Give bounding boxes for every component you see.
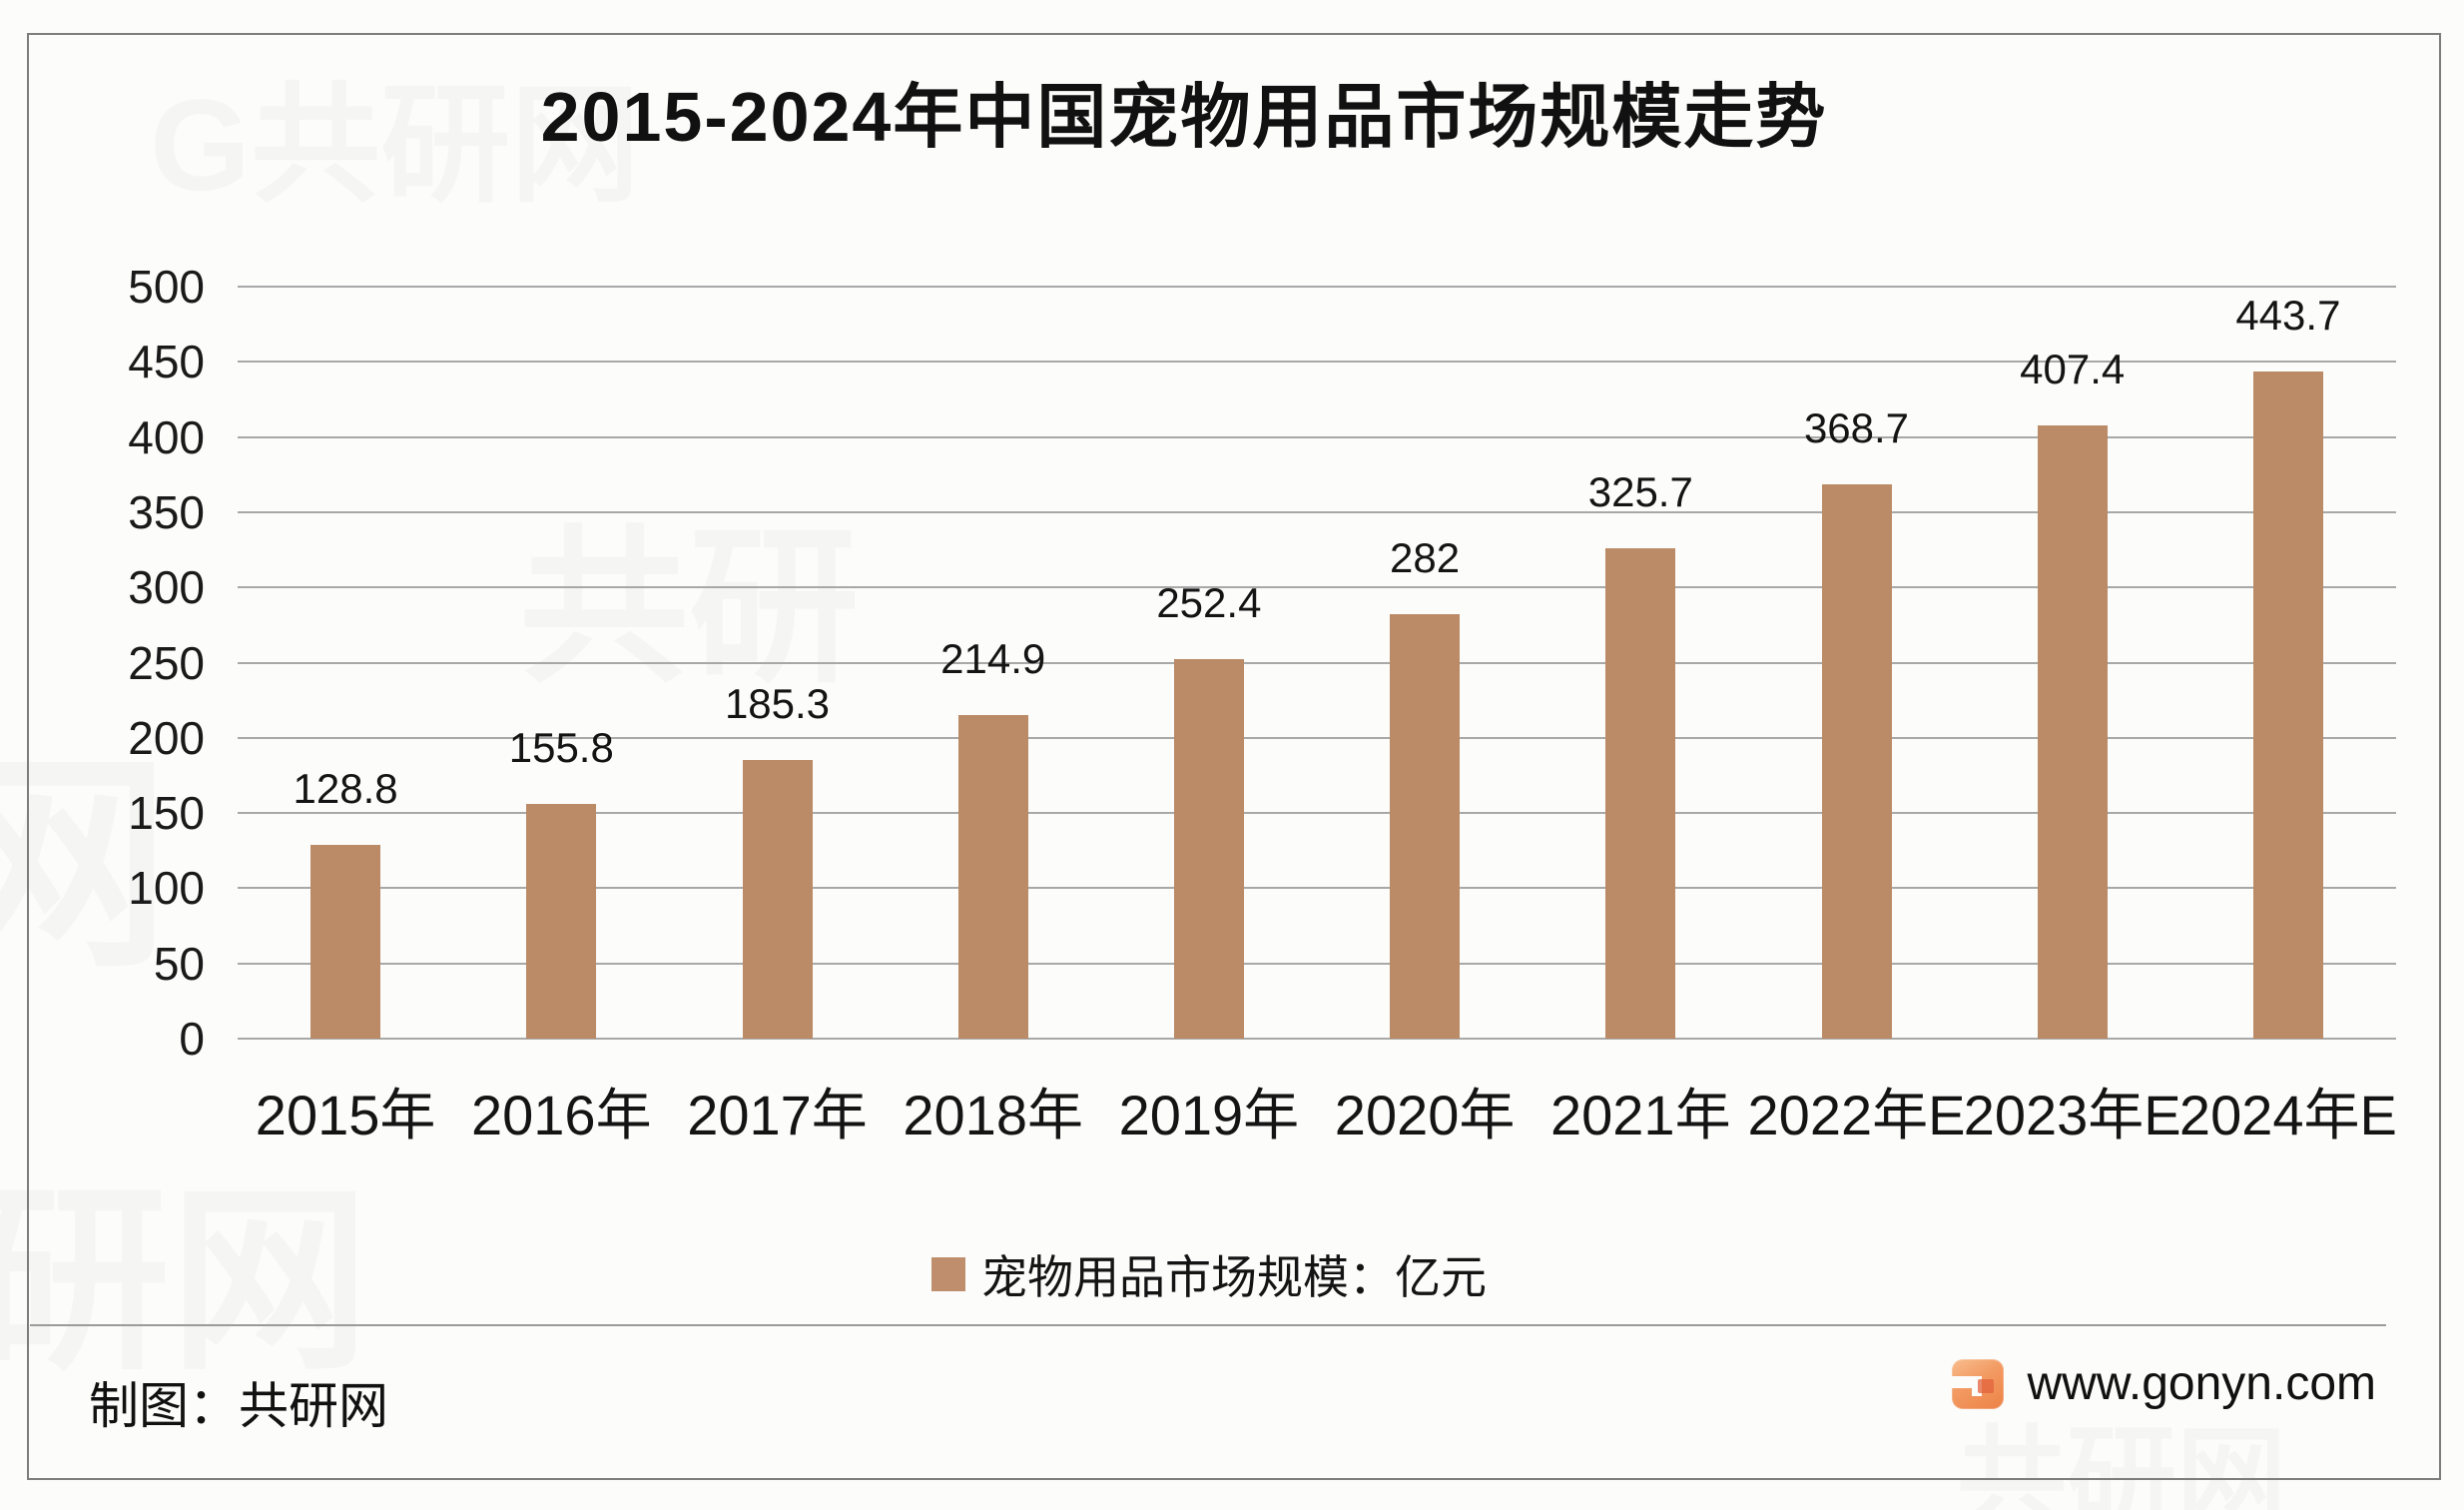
gridline-200 — [238, 736, 2396, 739]
bar-2018年 — [957, 715, 1028, 1039]
gridline-0 — [238, 1038, 2396, 1040]
bar-2020年 — [1390, 614, 1461, 1039]
x-axis-label-2015年: 2015年 — [255, 1084, 436, 1146]
gridline-400 — [238, 435, 2396, 438]
credit-text: 制图：共研网 — [89, 1378, 388, 1434]
bar-2024年E — [2252, 371, 2323, 1039]
bar-value-label-2023年E: 407.4 — [2020, 346, 2126, 393]
gridline-50 — [238, 962, 2396, 965]
x-axis-label-2016年: 2016年 — [471, 1084, 652, 1146]
y-tick-label-450: 450 — [128, 336, 205, 388]
legend-label: 宠物用品市场规模：亿元 — [981, 1251, 1487, 1303]
x-axis-label-2021年: 2021年 — [1550, 1084, 1731, 1146]
y-tick-label-150: 150 — [128, 787, 205, 840]
x-axis-label-2018年: 2018年 — [903, 1084, 1083, 1146]
gridline-450 — [238, 361, 2396, 364]
x-axis-label-2022年E: 2022年E — [1747, 1084, 1966, 1146]
y-tick-label-250: 250 — [128, 636, 205, 689]
legend-swatch-icon — [931, 1257, 965, 1291]
x-axis-label-2017年: 2017年 — [687, 1084, 868, 1146]
x-axis-label-2019年: 2019年 — [1118, 1084, 1300, 1146]
y-tick-label-200: 200 — [128, 711, 205, 764]
gridline-100 — [238, 887, 2396, 890]
y-tick-label-300: 300 — [128, 561, 205, 614]
gridline-350 — [238, 510, 2396, 513]
chart-title: 2015-2024年中国宠物用品市场规模走势 — [540, 78, 1828, 156]
bar-value-label-2021年: 325.7 — [1587, 468, 1693, 516]
site-url: www.gonyn.com — [2027, 1357, 2376, 1410]
bar-value-label-2017年: 185.3 — [724, 679, 831, 727]
bar-2023年E — [2037, 425, 2108, 1039]
y-tick-label-350: 350 — [128, 485, 205, 538]
y-tick-label-500: 500 — [128, 261, 205, 313]
site-link[interactable]: www.gonyn.com — [1951, 1356, 2376, 1411]
x-axis-label-2024年E: 2024年E — [2178, 1084, 2397, 1146]
x-axis-label-2020年: 2020年 — [1334, 1084, 1516, 1146]
gonyn-logo-icon — [1951, 1358, 2004, 1409]
bar-value-label-2016年: 155.8 — [508, 724, 614, 772]
bar-2021年 — [1605, 548, 1676, 1039]
bar-value-label-2020年: 282 — [1390, 534, 1461, 582]
footer-divider — [30, 1324, 2386, 1326]
bar-value-label-2015年: 128.8 — [293, 765, 398, 813]
y-tick-label-0: 0 — [179, 1013, 205, 1065]
gridline-500 — [238, 286, 2396, 288]
bar-value-label-2019年: 252.4 — [1156, 578, 1262, 626]
logo-dot — [1977, 1378, 1994, 1393]
y-tick-label-50: 50 — [153, 937, 205, 990]
x-axis-label-2023年E: 2023年E — [1963, 1084, 2181, 1146]
bar-value-label-2018年: 214.9 — [940, 635, 1046, 683]
logo-notch — [1971, 1375, 1982, 1396]
bar-2017年 — [742, 759, 813, 1039]
bar-value-label-2022年E: 368.7 — [1803, 403, 1910, 451]
bar-value-label-2024年E: 443.7 — [2235, 291, 2341, 339]
gridline-250 — [238, 661, 2396, 664]
bar-2022年E — [1821, 483, 1892, 1039]
bar-2019年 — [1173, 658, 1244, 1039]
bar-2016年 — [526, 804, 597, 1039]
y-tick-label-400: 400 — [128, 410, 205, 463]
watermark-text: 共研 — [519, 513, 860, 703]
bar-2015年 — [310, 845, 381, 1039]
gridline-300 — [238, 586, 2396, 589]
y-tick-label-100: 100 — [128, 862, 205, 915]
gridline-150 — [238, 812, 2396, 815]
legend: 宠物用品市场规模：亿元 — [27, 1241, 2391, 1307]
